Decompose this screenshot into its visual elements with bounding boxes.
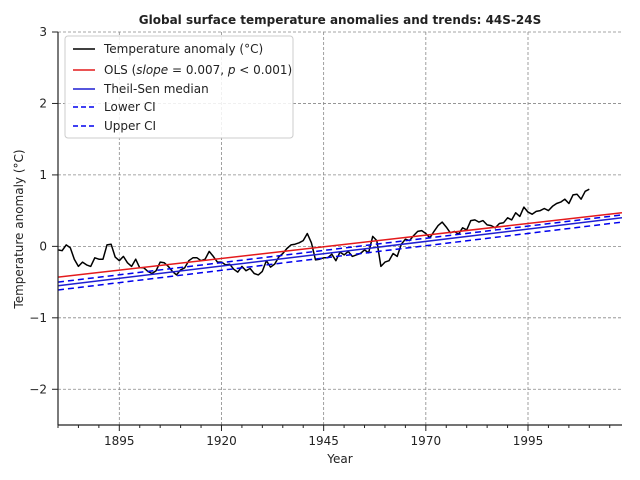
- series-line-upper-ci: [58, 214, 622, 283]
- grid: [58, 31, 622, 425]
- legend-label-upper-ci: Upper CI: [104, 119, 156, 133]
- legend-ols-prefix: OLS (: [104, 63, 136, 77]
- y-tick-label: 1: [39, 168, 47, 182]
- x-tick-label: 1920: [206, 434, 237, 448]
- y-axis-label: Temperature anomaly (°C): [12, 149, 26, 309]
- x-axis-label: Year: [326, 452, 352, 466]
- series-layer: [58, 188, 622, 291]
- y-tick-label: 0: [39, 239, 47, 253]
- legend-ols-p-word: p: [227, 63, 236, 77]
- series-line-temperature-anomaly-c: [58, 188, 590, 276]
- x-tick-label: 1945: [308, 434, 339, 448]
- legend-label-anomaly: Temperature anomaly (°C): [103, 42, 263, 56]
- series-line-ols-slope-0-007-p-0-001: [58, 212, 622, 278]
- y-tick-label: −2: [29, 382, 47, 396]
- legend-ols-slope-value: = 0.007,: [168, 63, 228, 77]
- x-tick-label: 1995: [513, 434, 544, 448]
- legend-label-theil-sen: Theil-Sen median: [103, 82, 209, 96]
- x-tick-label: 1970: [411, 434, 442, 448]
- legend: Temperature anomaly (°C) OLS (slope = 0.…: [64, 35, 294, 139]
- legend-label-ols: OLS (slope = 0.007, p < 0.001): [104, 63, 292, 77]
- legend-frame: [64, 35, 294, 139]
- series-line-lower-ci: [58, 221, 622, 291]
- legend-ols-p-value: < 0.001): [235, 63, 292, 77]
- ticks: 1895 1920 1945 1970 1995 −2 −1 0 1 2 3: [29, 25, 611, 448]
- y-tick-label: −1: [29, 311, 47, 325]
- legend-label-lower-ci: Lower CI: [104, 100, 156, 114]
- chart-title: Global surface temperature anomalies and…: [139, 13, 541, 27]
- y-tick-label: 2: [39, 96, 47, 110]
- x-tick-label: 1895: [104, 434, 135, 448]
- series-line-theil-sen-median: [58, 217, 622, 287]
- y-tick-label: 3: [39, 25, 47, 39]
- legend-ols-slope-word: slope: [136, 63, 168, 77]
